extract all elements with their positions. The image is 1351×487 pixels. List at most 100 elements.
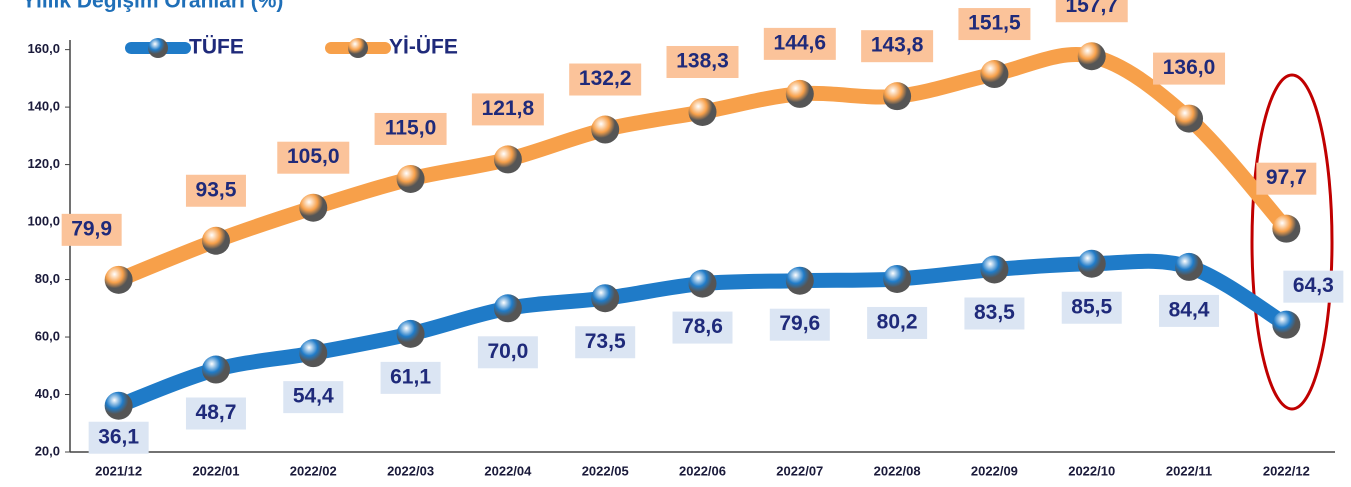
label-box [867,306,928,339]
label-box [1159,294,1220,327]
y-tick-label: 80,0 [35,271,60,286]
value-label: 132,2 [579,67,632,90]
point [493,294,522,323]
label-box [958,8,1031,41]
value-label: 61,1 [390,365,431,388]
label-box [185,174,246,207]
label-box [769,308,830,341]
legend-label: TÜFE [189,36,244,59]
label-box [374,112,447,145]
point [396,164,425,193]
point [688,97,717,126]
point [591,115,620,144]
y-tick-label: 100,0 [27,214,60,229]
label-box [277,141,350,174]
value-label: 93,5 [196,178,237,201]
y-tick-label: 120,0 [27,156,60,171]
point [299,193,328,222]
point [883,82,912,111]
label-box [1061,291,1122,324]
x-tick-label: 2022/03 [387,463,434,478]
point [201,355,230,384]
point [104,265,133,294]
label-box [477,336,538,369]
label-box [861,30,934,63]
label-box [666,45,739,78]
point [980,60,1009,89]
point [1175,252,1204,281]
x-tick-label: 2021/12 [95,463,142,478]
label-box [88,421,149,454]
value-label: 64,3 [1293,274,1334,297]
point [299,339,328,368]
legend-label: Yİ-ÜFE [389,36,458,59]
y-tick-label: 20,0 [35,443,60,458]
point [591,284,620,313]
x-tick-label: 2022/04 [484,463,532,478]
value-label: 97,7 [1266,166,1307,189]
x-tick-label: 2022/05 [582,463,629,478]
value-label: 36,1 [98,425,139,448]
label-box [471,93,544,126]
x-tick-label: 2022/07 [776,463,823,478]
value-label: 70,0 [487,340,528,363]
value-label: 138,3 [676,50,729,73]
value-label: 105,0 [287,145,340,168]
point [883,264,912,293]
chart-title: Yıllık Değişim Oranları (%) [22,0,283,13]
highlight-ellipse [1250,73,1334,411]
value-label: 85,5 [1071,295,1112,318]
value-label: 157,7 [1065,0,1118,17]
x-tick-label: 2022/09 [971,463,1018,478]
x-tick-label: 2022/06 [679,463,726,478]
value-label: 54,4 [293,385,334,408]
point [1077,42,1106,71]
value-label: 84,4 [1169,298,1210,321]
x-tick-label: 2022/11 [1166,463,1212,478]
value-label: 79,9 [71,217,112,240]
value-label: 73,5 [585,330,626,353]
label-box [964,297,1025,330]
label-box [1055,0,1128,23]
value-label: 78,6 [682,315,723,338]
value-label: 80,2 [877,311,918,334]
label-box [380,361,441,394]
label-box [1283,270,1344,303]
label-box [185,397,246,430]
point [980,255,1009,284]
point [1077,249,1106,278]
y-tick-label: 160,0 [27,41,60,56]
point [1175,104,1204,133]
value-label: 144,6 [774,31,827,54]
value-label: 143,8 [871,34,924,57]
x-tick-label: 2022/01 [192,463,239,478]
x-tick-label: 2022/10 [1068,463,1115,478]
point [1272,214,1301,243]
value-label: 83,5 [974,301,1015,324]
label-box [61,213,122,246]
value-label: 151,5 [968,12,1021,35]
label-box [1256,162,1317,195]
x-tick-label: 2022/12 [1263,463,1310,478]
label-box [283,381,344,414]
x-tick-label: 2022/02 [290,463,337,478]
x-tick-label: 2022/08 [874,463,921,478]
y-tick-label: 40,0 [35,386,60,401]
label-box [1153,52,1226,85]
label-box [672,311,733,344]
label-box [569,63,642,96]
value-label: 79,6 [779,312,820,335]
value-label: 48,7 [196,401,237,424]
point [201,226,230,255]
point [493,145,522,174]
point [396,319,425,348]
point [785,79,814,108]
label-box [763,27,836,60]
value-label: 121,8 [482,97,535,120]
value-label: 115,0 [385,117,436,140]
point [1272,310,1301,339]
legend-marker [348,38,368,58]
point [104,391,133,420]
y-tick-label: 60,0 [35,328,60,343]
